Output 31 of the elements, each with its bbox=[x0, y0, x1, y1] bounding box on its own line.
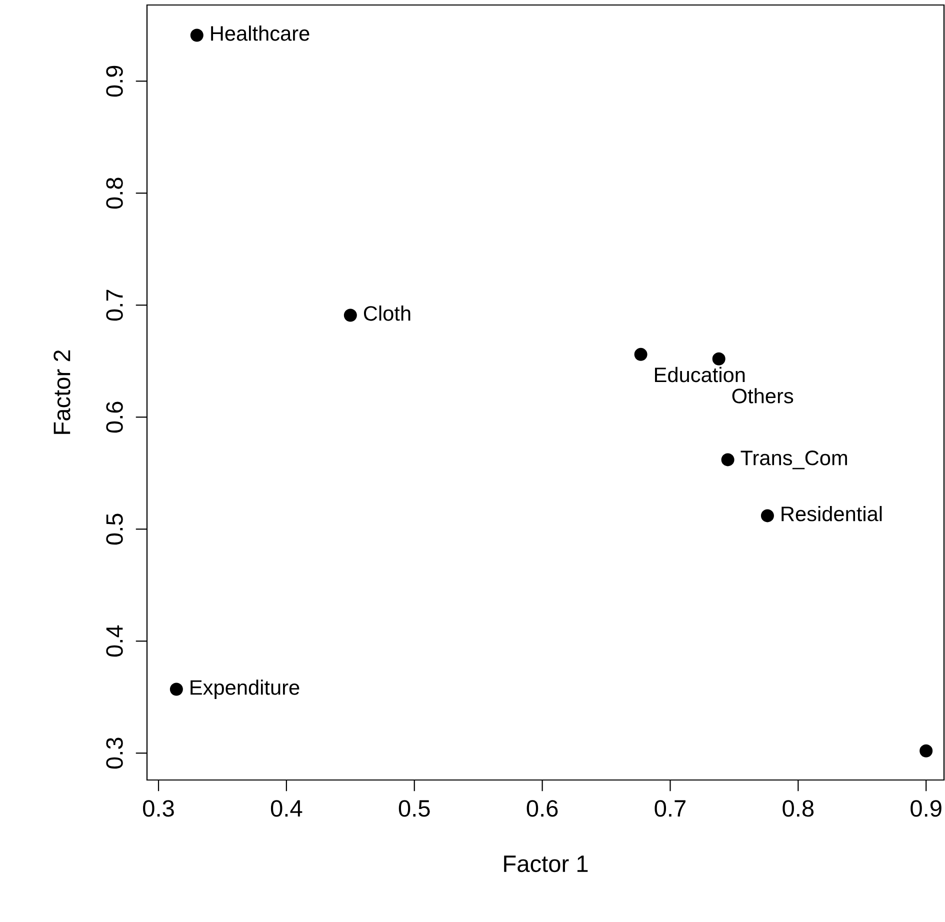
x-tick-label: 0.6 bbox=[526, 800, 558, 817]
x-tick-label: 0.8 bbox=[782, 800, 814, 817]
annotation: Others bbox=[732, 388, 794, 404]
y-tick-label: 0.3 bbox=[106, 738, 123, 769]
x-tick-label: 0.9 bbox=[910, 800, 942, 817]
point bbox=[190, 28, 204, 42]
annotation: Residential bbox=[782, 506, 882, 522]
annotation: Education bbox=[655, 366, 745, 382]
y-tick-label: 0.4 bbox=[106, 625, 123, 657]
point bbox=[170, 682, 183, 696]
x-tick-label: 0.3 bbox=[143, 800, 174, 817]
y-tick-label: 0.7 bbox=[106, 290, 123, 321]
x-tick-label: 0.4 bbox=[270, 800, 302, 817]
point bbox=[760, 509, 774, 522]
annotation: Expenditure bbox=[190, 680, 300, 699]
annotation: Cloth bbox=[364, 306, 410, 321]
point bbox=[344, 308, 357, 322]
y-axis-title: Factor 2 bbox=[54, 350, 70, 434]
x-tick-label: 0.7 bbox=[654, 800, 686, 817]
annotation: Healthcare bbox=[211, 26, 310, 41]
y-tick-label: 0.8 bbox=[106, 178, 123, 209]
annotation: Trans_Com bbox=[740, 450, 847, 470]
x-tick-label: 0.5 bbox=[398, 800, 430, 817]
y-tick-label: 0.6 bbox=[106, 402, 123, 433]
point bbox=[634, 348, 648, 361]
point bbox=[920, 744, 933, 758]
y-tick-label: 0.9 bbox=[106, 66, 123, 97]
x-axis-title: Factor 1 bbox=[504, 856, 588, 872]
point bbox=[712, 352, 726, 366]
y-tick-label: 0.5 bbox=[106, 514, 123, 545]
point bbox=[721, 453, 734, 466]
